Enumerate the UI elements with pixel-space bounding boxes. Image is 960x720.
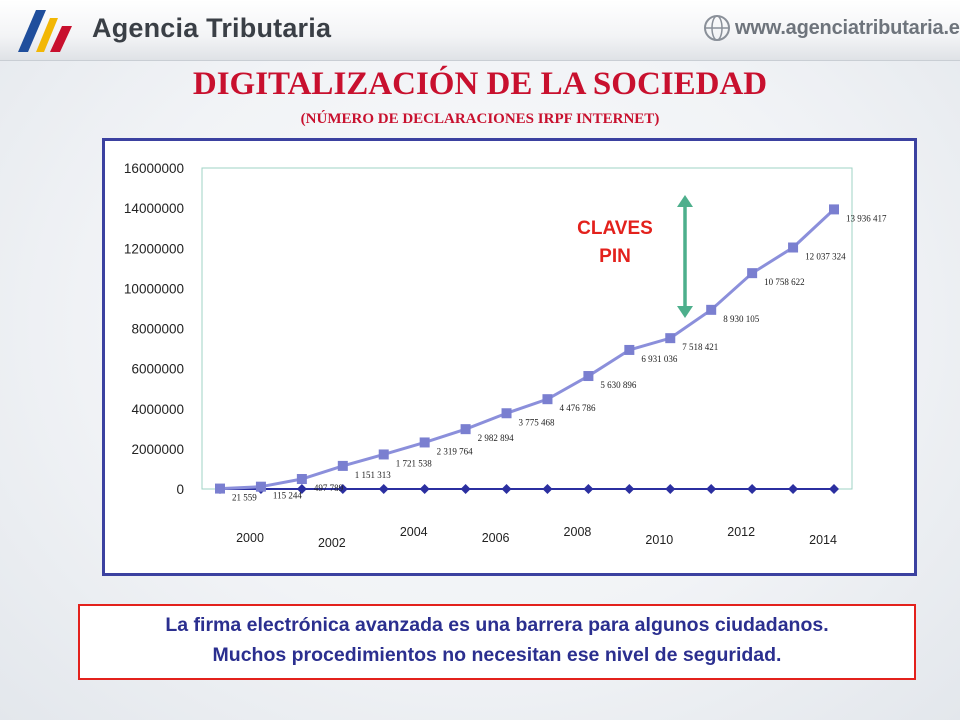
x-tick-label: 2000	[236, 531, 264, 545]
header-bar: Agencia Tributaria www.agenciatributaria…	[0, 0, 960, 61]
website-link[interactable]: www.agenciatributaria.es	[735, 17, 960, 39]
data-point-diamond	[788, 484, 799, 494]
data-point-square	[296, 474, 307, 485]
data-point-square	[215, 483, 225, 494]
data-point-diamond	[665, 484, 676, 494]
y-tick-label: 12000000	[124, 241, 184, 256]
y-tick-label: 14000000	[124, 201, 184, 216]
data-label: 1 721 538	[396, 458, 433, 468]
data-point-diamond	[829, 484, 839, 494]
data-label: 115 244	[273, 491, 302, 501]
data-point-diamond	[378, 484, 389, 494]
data-point-square	[501, 408, 512, 419]
data-point-diamond	[706, 484, 717, 494]
plot-area	[201, 167, 853, 490]
y-tick-label: 10000000	[124, 281, 184, 296]
x-tick-label: 2002	[318, 536, 346, 550]
x-tick-label: 2014	[809, 533, 837, 547]
slide-subtitle: (NÚMERO DE DECLARACIONES IRPF INTERNET)	[300, 111, 660, 127]
data-point-diamond	[460, 484, 471, 494]
data-label: 2 319 764	[437, 446, 474, 456]
note-line-2: Muchos procedimientos no necesitan ese n…	[212, 644, 782, 666]
y-tick-label: 6000000	[131, 362, 184, 377]
data-point-diamond	[419, 484, 430, 494]
note-box: La firma electrónica avanzada es una bar…	[78, 604, 916, 680]
agency-logo-icon	[18, 10, 72, 52]
data-point-square	[665, 333, 676, 344]
data-label: 4 476 786	[559, 403, 596, 413]
data-label: 12 037 324	[805, 252, 846, 262]
annotation-arrowhead-bottom	[677, 306, 693, 318]
annotation-claves: CLAVES	[577, 218, 653, 239]
note-line-1: La firma electrónica avanzada es una bar…	[165, 614, 829, 636]
data-point-square	[255, 481, 266, 492]
data-point-diamond	[337, 484, 348, 494]
globe-icon	[704, 15, 730, 41]
data-label: 13 936 417	[846, 213, 887, 223]
y-tick-label: 0	[176, 482, 184, 497]
y-tick-label: 16000000	[124, 161, 184, 176]
data-label: 5 630 896	[600, 380, 637, 390]
x-tick-label: 2008	[564, 525, 592, 539]
data-label: 21 559	[232, 493, 257, 503]
data-label: 1 151 313	[355, 470, 392, 480]
data-point-diamond	[583, 484, 594, 494]
annotation-pin: PIN	[599, 246, 631, 267]
y-tick-label: 4000000	[131, 402, 184, 417]
data-label: 6 931 036	[641, 354, 678, 364]
data-point-diamond	[624, 484, 635, 494]
x-tick-label: 2004	[400, 525, 428, 539]
data-point-square	[378, 449, 389, 460]
data-point-square	[583, 371, 594, 382]
x-tick-label: 2010	[645, 533, 673, 547]
y-tick-label: 2000000	[131, 442, 184, 457]
data-point-square	[706, 304, 717, 315]
data-label: 2 982 894	[478, 433, 514, 443]
data-label: 497 789	[314, 483, 344, 493]
data-point-diamond	[296, 484, 307, 494]
slide-title: DIGITALIZACIÓN DE LA SOCIEDAD	[192, 66, 768, 102]
data-label: 10 758 622	[764, 277, 805, 287]
data-point-square	[747, 268, 758, 279]
data-point-square	[419, 437, 430, 448]
x-tick-label: 2006	[482, 531, 510, 545]
data-point-square	[829, 204, 839, 215]
declarations-line-chart: 0 2000000 4000000 6000000 8000000 10000000 120…	[124, 161, 887, 550]
data-point-square	[460, 424, 471, 435]
x-tick-label: 2012	[727, 525, 755, 539]
series-line-declarations	[219, 208, 836, 491]
data-point-square	[337, 460, 348, 471]
data-label: 8 930 105	[723, 314, 760, 324]
data-point-square	[542, 394, 553, 405]
data-point-diamond	[501, 484, 512, 494]
data-point-square	[788, 242, 799, 253]
annotation-arrowhead-top	[677, 195, 693, 207]
y-tick-label: 8000000	[131, 322, 184, 337]
data-point-square	[624, 344, 635, 355]
data-label: 7 518 421	[682, 342, 718, 352]
data-point-diamond	[747, 484, 758, 494]
data-point-diamond	[542, 484, 553, 494]
agency-name: Agencia Tributaria	[92, 13, 332, 43]
chart-frame	[102, 138, 917, 576]
data-label: 3 775 468	[519, 417, 556, 427]
